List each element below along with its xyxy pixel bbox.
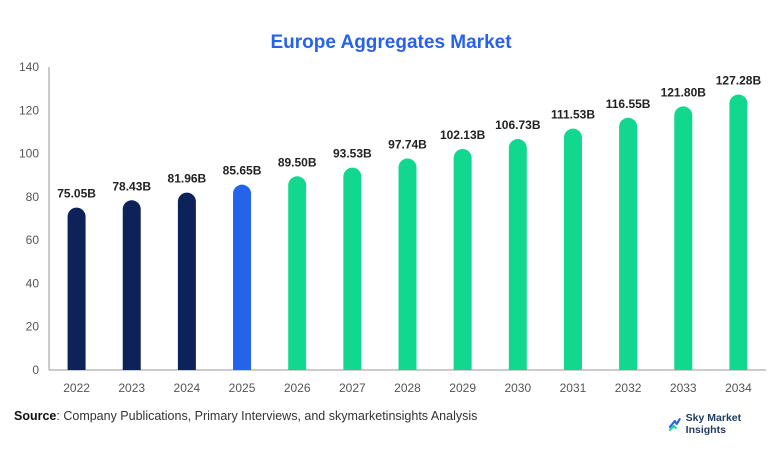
y-tick-label: 120 bbox=[19, 103, 39, 117]
source-label: Source bbox=[14, 409, 57, 423]
data-label: 81.96B bbox=[168, 172, 207, 186]
bar-2030 bbox=[508, 139, 527, 370]
bar-2034 bbox=[729, 94, 748, 370]
x-tick-label: 2029 bbox=[449, 381, 476, 395]
data-label: 116.55B bbox=[606, 97, 651, 111]
brand-name: Sky Market Insights bbox=[685, 412, 742, 436]
source-note: Source: Company Publications, Primary In… bbox=[14, 409, 477, 423]
data-label: 106.73B bbox=[495, 118, 541, 132]
y-tick-label: 80 bbox=[26, 190, 40, 204]
bar-2029 bbox=[453, 148, 472, 370]
bar-2032 bbox=[619, 117, 638, 370]
x-tick-label: 2022 bbox=[63, 381, 90, 395]
x-tick-label: 2031 bbox=[560, 381, 587, 395]
x-tick-label: 2033 bbox=[670, 381, 697, 395]
x-tick-label: 2027 bbox=[339, 381, 366, 395]
x-tick-label: 2023 bbox=[118, 381, 145, 395]
data-label: 121.80B bbox=[661, 85, 707, 99]
x-tick-label: 2026 bbox=[284, 381, 311, 395]
y-tick-label: 100 bbox=[19, 147, 39, 161]
bar-2027 bbox=[343, 167, 362, 370]
y-tick-label: 20 bbox=[26, 320, 40, 334]
data-label: 78.43B bbox=[112, 179, 151, 193]
chart-title: Europe Aggregates Market bbox=[270, 32, 512, 53]
x-tick-label: 2028 bbox=[394, 381, 421, 395]
source-text: : Company Publications, Primary Intervie… bbox=[56, 409, 478, 423]
y-tick-label: 60 bbox=[26, 233, 40, 247]
bar-2025 bbox=[233, 184, 252, 370]
data-label: 127.28B bbox=[716, 74, 762, 88]
data-label: 102.13B bbox=[440, 128, 486, 142]
bar-2026 bbox=[288, 176, 307, 370]
data-label: 89.50B bbox=[278, 155, 317, 169]
x-tick-label: 2034 bbox=[725, 381, 752, 395]
data-label: 85.65B bbox=[223, 164, 262, 178]
y-tick-label: 40 bbox=[26, 276, 40, 290]
data-label: 93.53B bbox=[333, 147, 372, 161]
data-label: 97.74B bbox=[388, 137, 427, 151]
brand-icon bbox=[668, 418, 681, 431]
brand-logo: Sky Market Insights bbox=[668, 412, 782, 436]
x-tick-label: 2030 bbox=[504, 381, 531, 395]
x-tick-label: 2032 bbox=[615, 381, 642, 395]
bar-2028 bbox=[398, 158, 417, 370]
bar-2033 bbox=[674, 106, 693, 370]
data-label: 75.05B bbox=[57, 187, 96, 201]
y-tick-label: 0 bbox=[32, 363, 39, 377]
bar-2023 bbox=[122, 200, 141, 370]
bar-2031 bbox=[563, 128, 582, 370]
y-tick-label: 140 bbox=[19, 60, 39, 74]
bar-2022 bbox=[67, 207, 86, 370]
x-tick-label: 2024 bbox=[174, 381, 201, 395]
bar-2024 bbox=[177, 192, 196, 370]
data-label: 111.53B bbox=[551, 108, 595, 122]
x-tick-label: 2025 bbox=[229, 381, 256, 395]
